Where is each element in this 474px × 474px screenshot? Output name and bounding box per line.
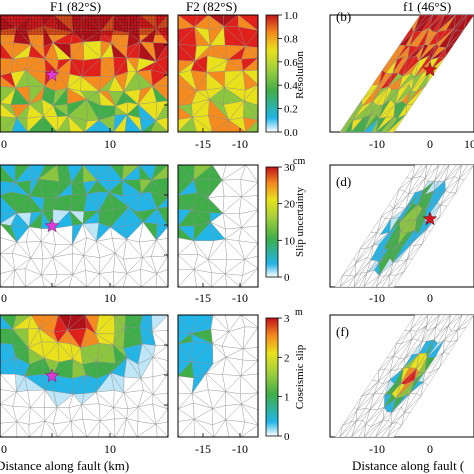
x-tick-label: 0 bbox=[427, 291, 433, 305]
colorbar-label-uncertainty: Slip uncertainty bbox=[294, 187, 306, 257]
x-tick-label: 0 bbox=[1, 291, 7, 305]
mesh-triangle bbox=[344, 120, 353, 133]
panel-a-resolution bbox=[0, 14, 169, 133]
colorbar-unit-slip: m bbox=[295, 307, 303, 318]
mesh-triangle bbox=[387, 114, 407, 133]
mesh-triangle bbox=[347, 276, 356, 288]
colorbar-tick-label: 1 bbox=[284, 392, 290, 404]
mesh-triangle bbox=[388, 271, 405, 288]
title-f1s: f1 (46°S) bbox=[403, 0, 451, 14]
colorbar-tick-label: 0.0 bbox=[284, 127, 298, 139]
x-tick-label: -15 bbox=[195, 137, 211, 151]
hypocenter-star-d bbox=[422, 211, 438, 226]
x-tick-label: 10 bbox=[464, 137, 474, 151]
colorbar-tick-label: 1.0 bbox=[284, 10, 298, 22]
hypocenter-star-a bbox=[44, 67, 60, 82]
x-tick-label: 0 bbox=[1, 442, 7, 456]
panel-label-b: (b) bbox=[336, 9, 351, 24]
panel-e-mid-slip bbox=[177, 314, 259, 438]
mesh-triangle bbox=[381, 274, 391, 288]
x-tick-label: -15 bbox=[195, 442, 211, 456]
mesh-triangle bbox=[439, 204, 448, 218]
mesh-triangle bbox=[380, 116, 394, 133]
x-tick-label: 0 bbox=[1, 137, 7, 151]
hypocenter-star-b bbox=[422, 62, 438, 77]
colorbar-tick-label: 30 bbox=[284, 162, 296, 174]
panel-b-left-resolution bbox=[177, 14, 259, 133]
mesh-triangle bbox=[372, 370, 379, 382]
x-tick-label: -10 bbox=[232, 442, 248, 456]
x-tick-label: -10 bbox=[369, 291, 385, 305]
x-tick-label: -15 bbox=[195, 291, 211, 305]
title-f1: F1 (82°S) bbox=[50, 0, 101, 14]
hypocenter-star-c bbox=[44, 218, 60, 233]
x-tick-label: 10 bbox=[104, 291, 116, 305]
mesh-triangle bbox=[334, 275, 343, 288]
colorbar-tick-label: 0 bbox=[284, 431, 290, 443]
mesh-triangle bbox=[371, 118, 379, 133]
mesh-triangle bbox=[334, 425, 343, 438]
colorbar-label-slip: Coseismic slip bbox=[294, 344, 306, 409]
mesh-triangle bbox=[358, 424, 366, 438]
x-tick-label: 0 bbox=[427, 442, 433, 456]
mesh-triangle bbox=[358, 114, 371, 133]
colorbar-tick-label: 2 bbox=[284, 352, 290, 364]
x-tick-label: 0 bbox=[427, 137, 433, 151]
hypocenter-star-e bbox=[44, 368, 60, 383]
panel-c-mid-uncertainty bbox=[177, 164, 259, 288]
x-tick-label: -10 bbox=[369, 137, 385, 151]
colorbar-label-resolution: Resolution bbox=[294, 51, 306, 99]
title-f2: F2 (82°S) bbox=[186, 0, 237, 14]
panel-d-uncertainty bbox=[329, 164, 474, 288]
colorbar-slip bbox=[265, 317, 279, 437]
colorbar-uncertainty bbox=[265, 166, 279, 278]
mesh-triangle bbox=[387, 425, 402, 438]
panel-b-right-resolution bbox=[329, 14, 474, 133]
mesh-triangle bbox=[368, 420, 383, 438]
colorbar-tick-label: 0.4 bbox=[284, 80, 298, 92]
colorbar-tick-label: 3 bbox=[284, 313, 290, 325]
colorbar-tick-label: 0.2 bbox=[284, 104, 298, 116]
colorbar-tick-label: 20 bbox=[284, 199, 296, 211]
colorbar-tick-label: 0.8 bbox=[284, 33, 298, 45]
panel-c-uncertainty bbox=[0, 164, 169, 288]
panel-f-slip bbox=[329, 314, 474, 438]
mesh-triangle bbox=[345, 420, 357, 438]
colorbar-resolution bbox=[265, 14, 279, 133]
colorbar-tick-label: 10 bbox=[284, 235, 296, 247]
x-tick-label: -10 bbox=[232, 137, 248, 151]
panel-e-slip bbox=[0, 314, 169, 438]
mesh-triangle bbox=[371, 275, 380, 288]
x-tick-label: -10 bbox=[369, 442, 385, 456]
colorbar-tick-label: 0 bbox=[284, 272, 290, 284]
x-tick-label: 10 bbox=[104, 137, 116, 151]
colorbar-tick-label: 0.6 bbox=[284, 57, 298, 69]
mesh-triangle bbox=[405, 103, 414, 116]
mesh-triangle bbox=[381, 423, 392, 438]
xlabel-left: Distance along fault (km) bbox=[0, 458, 129, 473]
panel-label-f: (f) bbox=[336, 324, 349, 339]
xlabel-right: Distance along fault ( bbox=[352, 458, 464, 473]
colorbar-unit-uncertainty: cm bbox=[293, 156, 305, 167]
panel-label-d: (d) bbox=[336, 174, 351, 189]
x-tick-label: 10 bbox=[104, 442, 116, 456]
mesh-triangle bbox=[359, 272, 367, 288]
x-tick-label: -10 bbox=[232, 291, 248, 305]
